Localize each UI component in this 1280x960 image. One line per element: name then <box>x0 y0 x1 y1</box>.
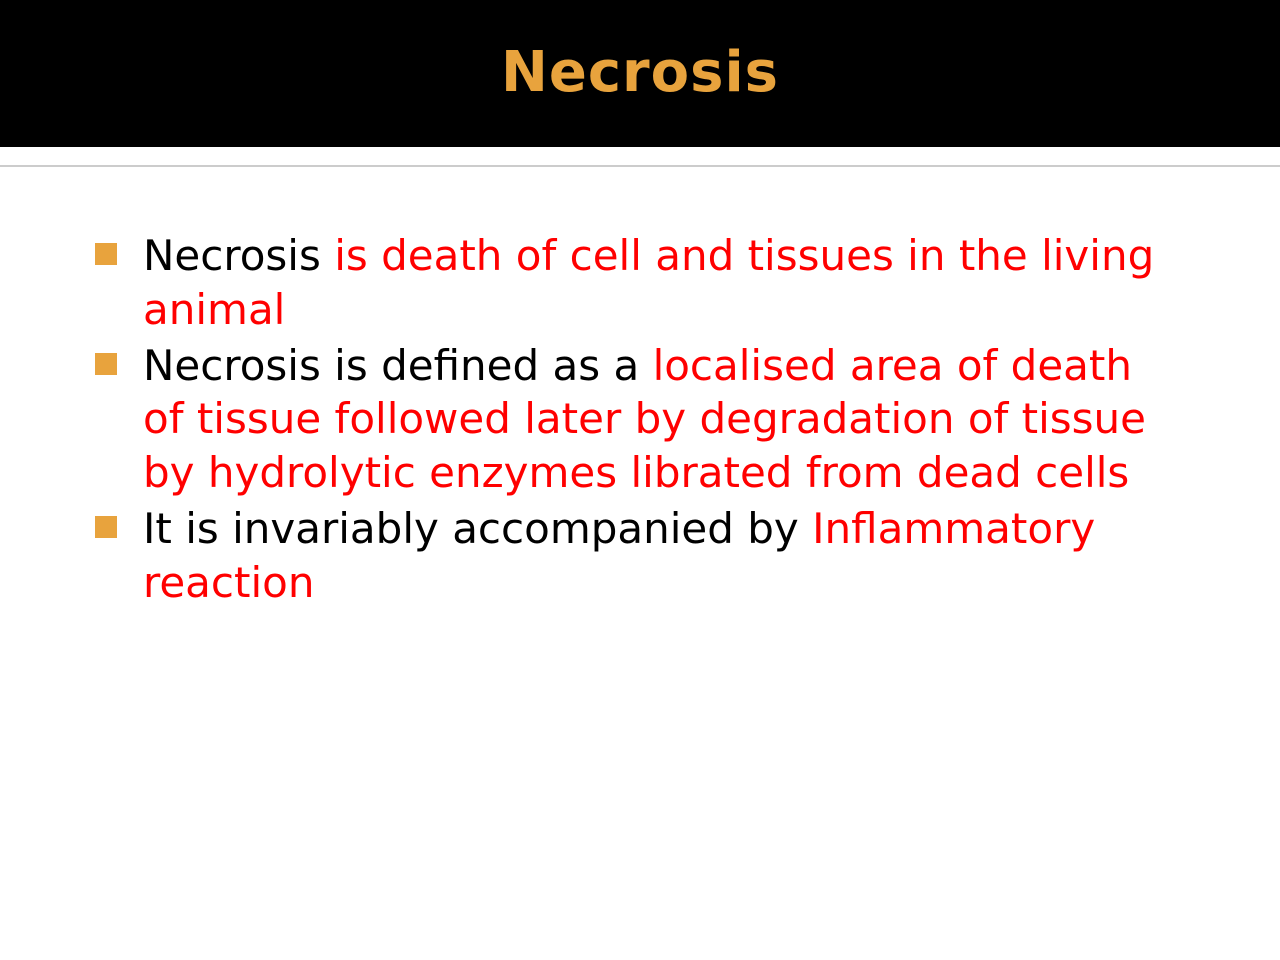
content-area: Necrosis is death of cell and tissues in… <box>0 167 1280 609</box>
text-run: Necrosis is defined as a <box>143 341 653 390</box>
bullet-item: Necrosis is death of cell and tissues in… <box>95 229 1185 337</box>
bullet-item: It is invariably accompanied by Inflamma… <box>95 502 1185 610</box>
bullet-list: Necrosis is death of cell and tissues in… <box>95 229 1185 609</box>
text-run: It is invariably accompanied by <box>143 504 812 553</box>
text-run: Necrosis <box>143 231 334 280</box>
slide-title: Necrosis <box>0 40 1280 105</box>
title-bar: Necrosis <box>0 0 1280 147</box>
slide: Necrosis Necrosis is death of cell and t… <box>0 0 1280 960</box>
bullet-item: Necrosis is defined as a localised area … <box>95 339 1185 500</box>
